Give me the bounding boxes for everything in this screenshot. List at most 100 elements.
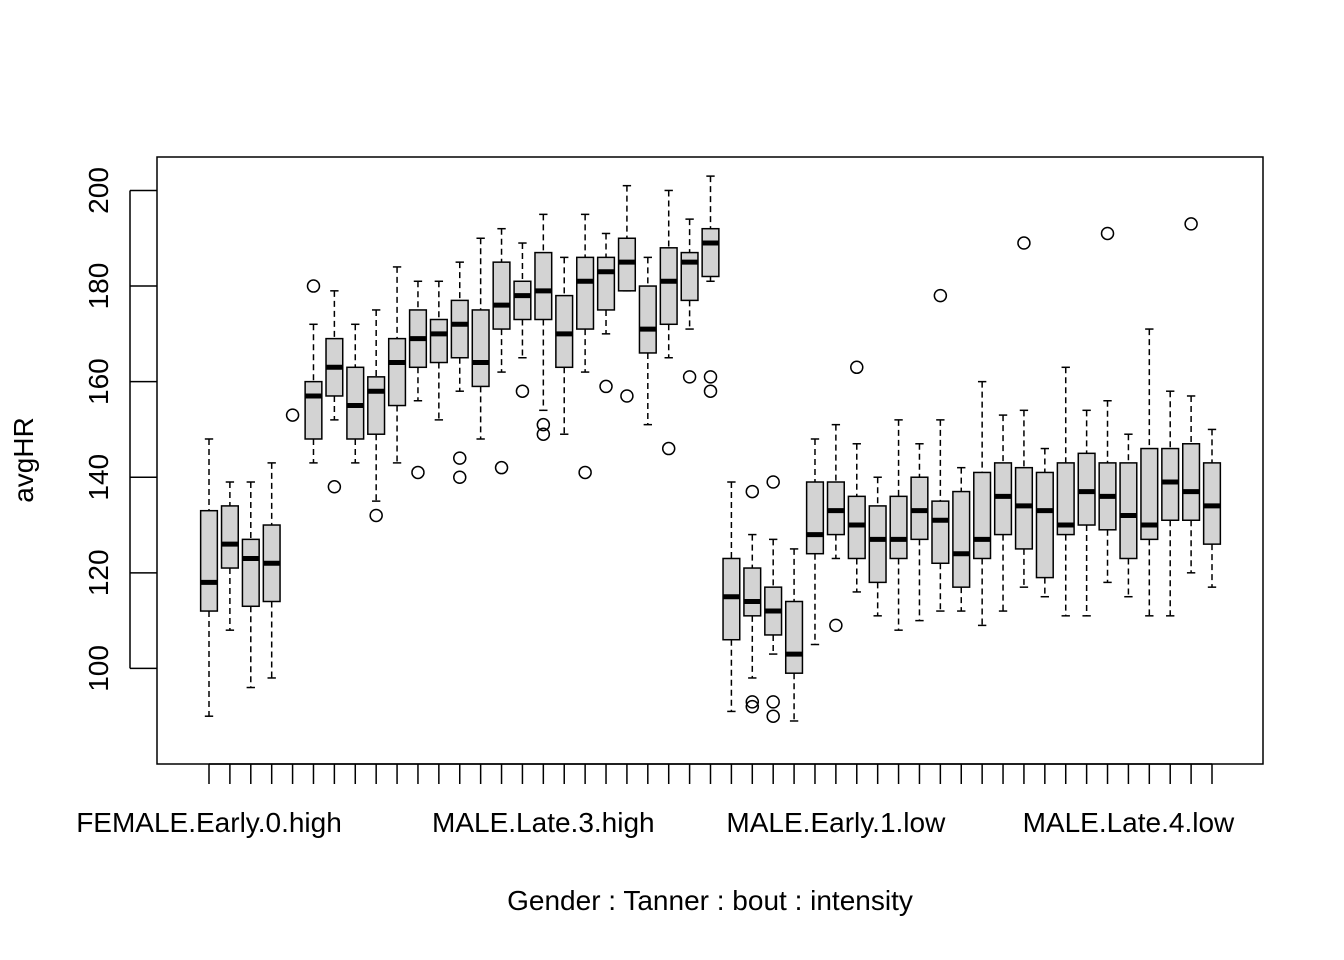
iqr-box <box>952 490 971 588</box>
iqr-box <box>868 505 887 584</box>
outlier-point <box>515 384 530 398</box>
outlier-point <box>620 389 634 403</box>
y-axis: 100 120 140 160 180 200 <box>83 167 157 692</box>
box-group-29 <box>784 548 804 722</box>
box-group-32 <box>847 360 866 593</box>
box-group-23 <box>659 189 678 456</box>
outlier-point <box>494 460 509 475</box>
box-group-36 <box>931 288 950 612</box>
box-group-35 <box>910 443 929 622</box>
iqr-box <box>701 227 720 278</box>
box-group-4 <box>262 462 281 679</box>
iqr-box <box>1119 462 1138 560</box>
outlier-point <box>578 465 592 480</box>
iqr-box <box>931 500 950 565</box>
outlier-point <box>829 618 843 633</box>
iqr-box <box>784 600 804 674</box>
outlier-point <box>327 480 342 494</box>
outlier-point <box>453 470 467 484</box>
y-tick-label: 160 <box>83 358 114 405</box>
iqr-box <box>576 256 595 330</box>
box-group-15 <box>492 227 511 475</box>
box-group-5 <box>285 408 300 422</box>
box-group-46 <box>1140 328 1159 617</box>
box-group-42 <box>1056 366 1075 617</box>
outlier-point <box>306 279 321 293</box>
outlier-point <box>745 484 760 499</box>
box-group-13 <box>450 261 469 484</box>
box-group-20 <box>596 232 616 394</box>
iqr-box <box>450 299 469 359</box>
outlier-point <box>682 370 697 384</box>
box-group-31 <box>826 423 845 633</box>
box-group-45 <box>1119 433 1138 598</box>
box-group-6 <box>304 279 323 464</box>
iqr-box <box>513 280 532 321</box>
iqr-box <box>743 567 762 617</box>
box-group-3 <box>241 481 260 689</box>
outlier-point <box>661 441 676 456</box>
iqr-box <box>241 538 260 608</box>
outlier-point <box>536 427 551 441</box>
box-group-18 <box>555 256 574 435</box>
box-group-44 <box>1098 226 1117 584</box>
outlier-point <box>703 384 718 398</box>
outlier-point <box>745 695 760 709</box>
iqr-box <box>220 505 240 569</box>
iqr-box <box>659 247 678 326</box>
box-group-22 <box>638 256 657 426</box>
iqr-box <box>638 285 657 354</box>
outlier-point <box>369 508 383 523</box>
box-group-14 <box>471 237 490 440</box>
outlier-point <box>850 360 864 375</box>
outlier-point <box>766 709 780 723</box>
iqr-box <box>492 261 511 330</box>
boxes-layer <box>199 175 1222 723</box>
outlier-point <box>766 695 780 709</box>
iqr-box <box>805 481 825 555</box>
iqr-box <box>973 471 992 560</box>
box-group-21 <box>617 184 637 403</box>
box-group-26 <box>722 481 741 713</box>
x-axis-title: Gender : Tanner : bout : intensity <box>507 885 913 916</box>
iqr-box <box>534 251 553 321</box>
iqr-box <box>1056 462 1075 536</box>
iqr-box <box>1181 443 1201 521</box>
y-axis-title: avgHR <box>8 417 39 503</box>
box-group-39 <box>993 414 1013 612</box>
box-group-17 <box>534 213 553 441</box>
iqr-box <box>367 376 386 435</box>
box-group-25 <box>701 175 720 398</box>
box-group-33 <box>868 476 887 617</box>
box-group-27 <box>743 484 762 714</box>
box-group-40 <box>1014 236 1034 588</box>
box-group-16 <box>513 242 532 398</box>
box-group-30 <box>805 438 825 646</box>
y-tick-label: 100 <box>83 645 114 692</box>
outlier-point <box>933 288 948 303</box>
y-tick-label: 180 <box>83 263 114 310</box>
box-group-38 <box>973 380 992 627</box>
y-tick-label: 120 <box>83 549 114 596</box>
x-axis: FEMALE.Early.0.high MALE.Late.3.high MALE.… <box>76 763 1235 838</box>
outlier-point <box>1100 226 1115 241</box>
box-group-10 <box>387 266 407 464</box>
iqr-box <box>429 318 448 364</box>
y-tick-label: 140 <box>83 454 114 501</box>
iqr-box <box>596 256 616 311</box>
box-group-11 <box>408 280 428 480</box>
box-group-37 <box>952 466 971 612</box>
outlier-point <box>1017 236 1031 250</box>
outlier-point <box>766 475 780 489</box>
box-group-7 <box>325 290 344 494</box>
box-group-43 <box>1077 409 1096 617</box>
outlier-point <box>285 408 300 422</box>
box-group-48 <box>1181 217 1201 574</box>
iqr-box <box>387 337 407 407</box>
y-tick-label: 200 <box>83 167 114 214</box>
box-group-28 <box>764 475 783 723</box>
box-group-1 <box>199 438 219 717</box>
box-group-9 <box>367 309 386 523</box>
box-group-41 <box>1035 447 1054 598</box>
